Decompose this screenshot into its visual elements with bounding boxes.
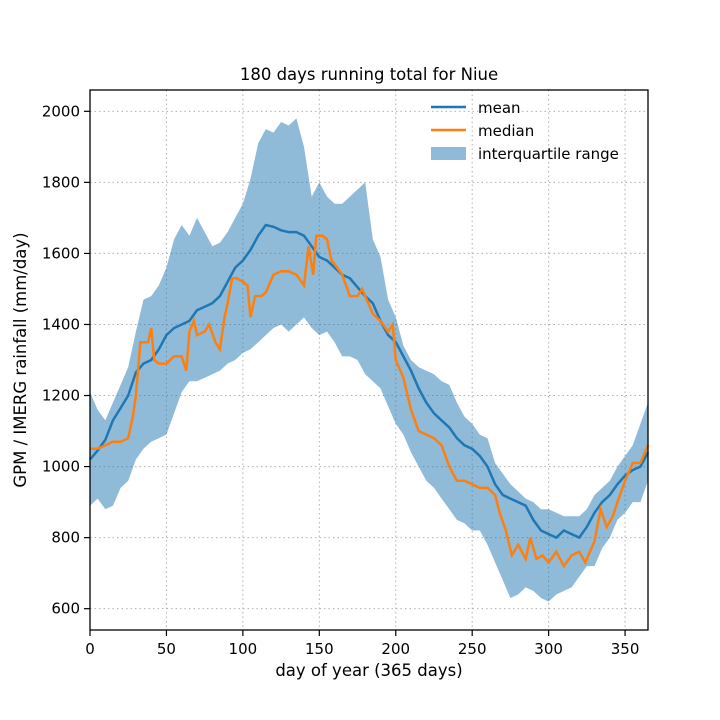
y-tick-label: 1600 [42, 244, 80, 262]
x-tick-label: 300 [534, 640, 563, 658]
x-tick-label: 200 [381, 640, 410, 658]
interquartile-range-band [90, 118, 648, 602]
x-tick-label: 350 [611, 640, 640, 658]
x-tick-label: 250 [458, 640, 487, 658]
x-tick-label: 50 [157, 640, 176, 658]
x-tick-label: 100 [229, 640, 258, 658]
legend-swatch-interquartile-range [431, 147, 466, 160]
x-axis: 0 50 100 150 200 250 300 350 [85, 630, 639, 658]
y-axis-label: GPM / IMERG rainfall (mm/day) [11, 232, 30, 487]
x-tick-label: 150 [305, 640, 334, 658]
plot-frame [89, 89, 649, 631]
y-tick-label: 1400 [42, 315, 80, 333]
legend-label-median: median [478, 122, 534, 140]
legend: mean median interquartile range [431, 99, 619, 163]
legend-label-mean: mean [478, 99, 521, 117]
plot-area [89, 89, 650, 631]
y-tick-label: 800 [51, 529, 80, 547]
legend-label-interquartile-range: interquartile range [478, 145, 619, 163]
y-tick-label: 2000 [42, 102, 80, 120]
y-axis: 600 800 1000 1200 1400 1600 1800 2000 [42, 102, 90, 618]
y-tick-label: 1800 [42, 173, 80, 191]
median-line [90, 234, 650, 569]
y-tick-label: 600 [51, 600, 80, 618]
y-tick-label: 1200 [42, 387, 80, 405]
chart-title: 180 days running total for Niue [240, 65, 498, 84]
mean-line [89, 223, 650, 540]
x-tick-label: 0 [85, 640, 95, 658]
y-tick-label: 1000 [42, 458, 80, 476]
x-axis-label: day of year (365 days) [275, 661, 462, 680]
